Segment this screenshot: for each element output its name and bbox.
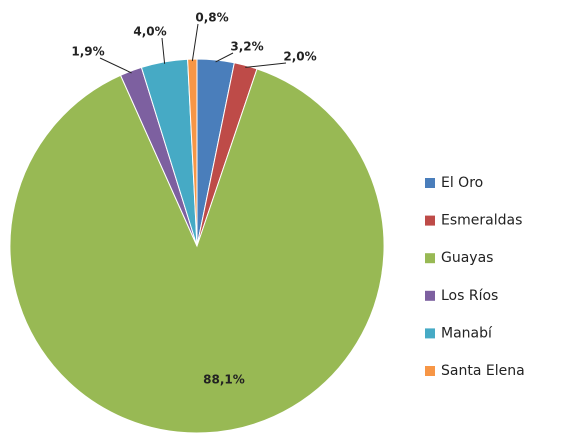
legend-label: Guayas [441,250,493,266]
pie-slice [9,68,385,434]
legend-swatch [425,253,435,264]
leader-line [161,37,166,64]
legend-swatch [425,215,435,226]
leader-line [99,57,132,74]
legend-swatch [425,178,435,188]
data-label: 88,1% [203,373,245,387]
data-label: 2,0% [283,50,316,64]
legend-swatch [425,290,435,301]
data-label: 0,8% [195,11,228,25]
legend-label: Santa Elena [441,363,525,379]
data-label: 1,9% [71,45,104,59]
legend-label: El Oro [441,175,483,191]
legend-swatch [425,328,435,339]
leader-line [191,23,199,62]
legend-label: Los Ríos [441,288,498,304]
legend-label: Manabí [441,325,493,341]
legend-swatch [425,366,435,376]
leader-line [215,52,234,63]
data-label: 3,2% [230,40,263,54]
legend-label: Esmeraldas [441,213,522,229]
data-label: 4,0% [133,25,166,39]
leader-line [245,62,287,68]
